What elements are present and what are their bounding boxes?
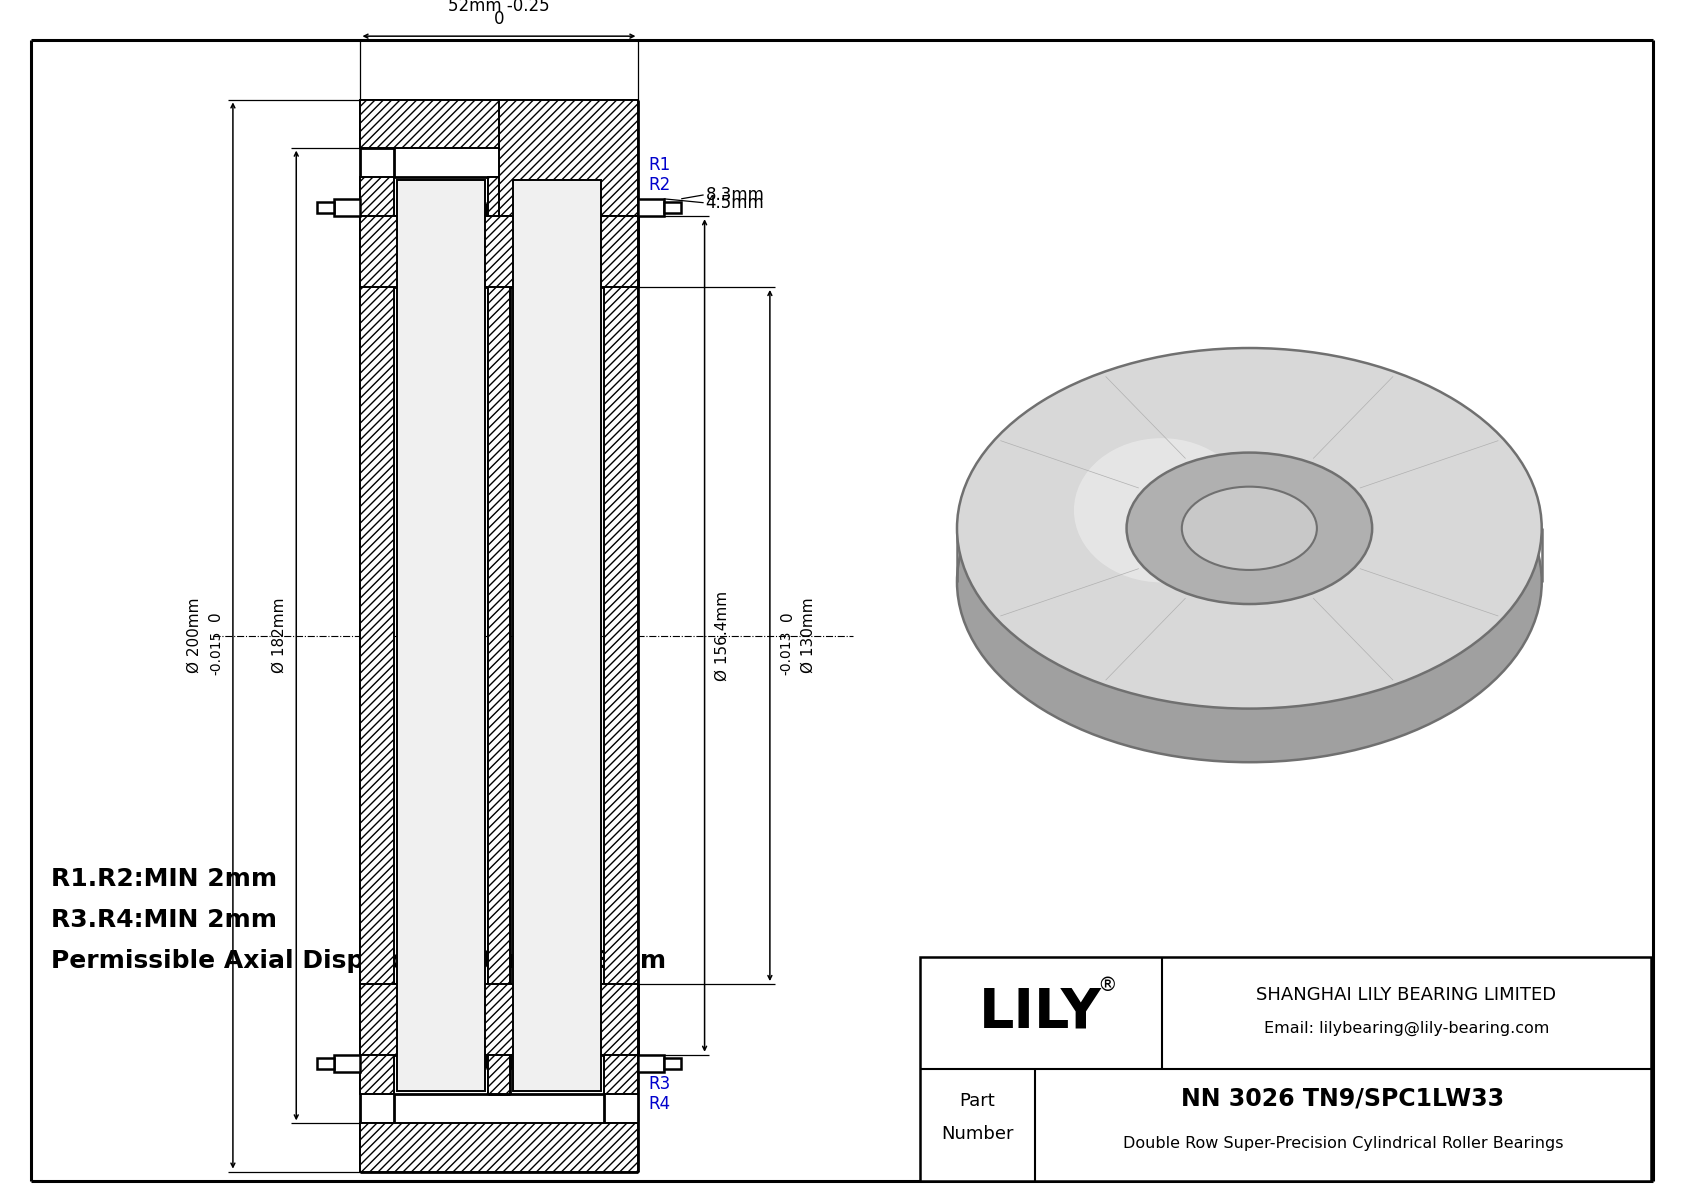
Text: Part: Part bbox=[960, 1092, 995, 1110]
Bar bbox=[360, 177, 394, 1095]
Ellipse shape bbox=[957, 401, 1543, 762]
Bar bbox=[397, 180, 485, 1091]
Text: 52mm -0.25: 52mm -0.25 bbox=[448, 0, 549, 14]
Text: Ø 200mm: Ø 200mm bbox=[187, 598, 202, 673]
Bar bbox=[512, 180, 601, 1091]
Text: 0: 0 bbox=[493, 11, 504, 29]
Text: R1.R2:MIN 2mm: R1.R2:MIN 2mm bbox=[51, 867, 276, 891]
Bar bbox=[605, 177, 638, 1095]
Text: 0: 0 bbox=[780, 611, 795, 621]
Bar bbox=[333, 1055, 360, 1072]
Text: NN 3026 TN9/SPC1LW33: NN 3026 TN9/SPC1LW33 bbox=[1182, 1086, 1504, 1110]
Bar bbox=[919, 958, 1650, 1181]
Text: -0.015: -0.015 bbox=[209, 631, 224, 675]
Text: 8.3mm: 8.3mm bbox=[706, 186, 765, 204]
Text: R3: R3 bbox=[648, 1075, 670, 1093]
Text: Number: Number bbox=[941, 1125, 1014, 1143]
PathPatch shape bbox=[957, 348, 1543, 709]
Text: R3.R4:MIN 2mm: R3.R4:MIN 2mm bbox=[51, 908, 276, 933]
Ellipse shape bbox=[1074, 438, 1250, 582]
Text: R2: R2 bbox=[648, 176, 670, 194]
Text: 0: 0 bbox=[209, 611, 224, 621]
Text: 4.5mm: 4.5mm bbox=[706, 194, 765, 212]
Bar bbox=[360, 217, 638, 287]
Text: Permissible Axial Displacement(max.):3mm: Permissible Axial Displacement(max.):3mm bbox=[51, 949, 665, 973]
Text: Ø 182mm: Ø 182mm bbox=[271, 598, 286, 673]
Bar bbox=[498, 100, 638, 217]
Bar bbox=[638, 1055, 663, 1072]
Text: ®: ® bbox=[1098, 975, 1116, 994]
Bar bbox=[663, 202, 682, 213]
Bar bbox=[333, 199, 360, 217]
Ellipse shape bbox=[1127, 506, 1372, 657]
Text: Ø 156.4mm: Ø 156.4mm bbox=[714, 591, 729, 680]
Text: SHANGHAI LILY BEARING LIMITED: SHANGHAI LILY BEARING LIMITED bbox=[1256, 986, 1556, 1004]
Bar bbox=[360, 100, 638, 148]
Bar bbox=[360, 984, 638, 1055]
Text: Double Row Super-Precision Cylindrical Roller Bearings: Double Row Super-Precision Cylindrical R… bbox=[1123, 1136, 1563, 1151]
Text: -0.013: -0.013 bbox=[780, 631, 793, 675]
Bar bbox=[488, 177, 510, 1095]
Text: Ø 130mm: Ø 130mm bbox=[802, 598, 817, 673]
Ellipse shape bbox=[1182, 487, 1317, 570]
Ellipse shape bbox=[1127, 453, 1372, 604]
Bar bbox=[663, 1058, 682, 1070]
Bar bbox=[317, 202, 333, 213]
Text: Email: lilybearing@lily-bearing.com: Email: lilybearing@lily-bearing.com bbox=[1263, 1021, 1549, 1036]
Bar bbox=[317, 1058, 333, 1070]
Text: R4: R4 bbox=[648, 1095, 670, 1112]
Bar bbox=[360, 1123, 638, 1172]
Text: R1: R1 bbox=[648, 156, 670, 174]
Text: LILY: LILY bbox=[980, 985, 1103, 1039]
Bar bbox=[638, 199, 663, 217]
